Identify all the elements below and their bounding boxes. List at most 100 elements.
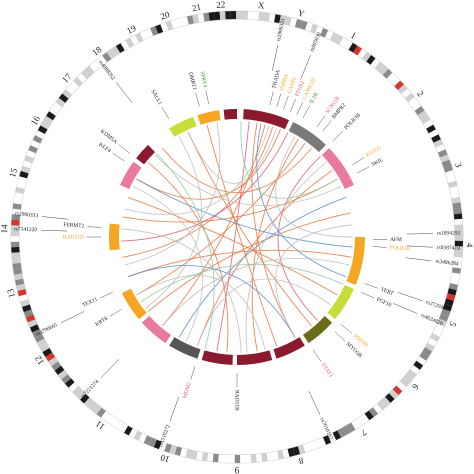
- ideogram-band: [61, 374, 71, 384]
- ideogram-band: [197, 13, 205, 23]
- ideogram-band: [155, 24, 164, 34]
- ideogram-band: [420, 115, 431, 125]
- link-chord: [154, 154, 342, 207]
- ideogram-band: [93, 58, 103, 69]
- ideogram-band: [386, 72, 397, 83]
- link-chord: [136, 178, 353, 248]
- gene-leader-line: [99, 292, 113, 299]
- gene-leader-line: [312, 349, 322, 362]
- chromosome-label: 10: [159, 452, 171, 464]
- ideogram-band: [266, 452, 274, 461]
- segment-arc: [136, 144, 156, 165]
- ideogram-band: [437, 318, 447, 327]
- ideogram-band: [52, 102, 62, 112]
- ideogram-band: [344, 40, 353, 50]
- link-chord: [240, 121, 338, 199]
- ideogram-band: [425, 342, 435, 352]
- ideogram-band: [289, 17, 298, 27]
- ideogram-band: [454, 235, 464, 241]
- ideogram-band: [252, 11, 260, 21]
- segment-arc: [109, 223, 120, 251]
- ideogram-band: [430, 333, 440, 342]
- gene-label: PTGS2: [294, 80, 306, 97]
- ideogram-band: [370, 58, 380, 69]
- ideogram-band: [130, 35, 139, 45]
- ideogram-band: [446, 293, 456, 301]
- ideogram-band: [435, 144, 446, 153]
- ideogram-band: [51, 361, 62, 371]
- ideogram-band: [81, 69, 91, 80]
- ideogram-band: [20, 299, 30, 307]
- gene-leader-line: [296, 102, 303, 115]
- gene-label: DMRT1: [187, 72, 198, 91]
- ideogram-band: [258, 12, 265, 21]
- ideogram-band: [201, 452, 209, 462]
- ideogram-band: [14, 273, 24, 281]
- ideogram-band: [46, 111, 56, 121]
- chromosome-label: 16: [29, 114, 42, 127]
- ideogram-band: [451, 272, 460, 280]
- ideogram-band: [32, 135, 43, 144]
- snp-leader-line: [405, 257, 432, 262]
- gene-label: SALL1: [149, 89, 163, 107]
- ideogram-band: [35, 130, 45, 139]
- gene-label: KLF4: [97, 142, 111, 154]
- ideogram-band: [454, 251, 463, 258]
- ideogram-band: [305, 22, 313, 32]
- ideogram-band: [388, 389, 399, 400]
- ideogram-band: [208, 12, 215, 21]
- ideogram-band: [332, 430, 342, 441]
- ideogram-band: [245, 454, 252, 463]
- ideogram-band: [77, 73, 87, 83]
- ideogram-band: [160, 22, 169, 32]
- link-chord: [136, 142, 306, 296]
- link-chord: [124, 122, 221, 266]
- ideogram-band: [355, 416, 365, 427]
- ideogram-band: [225, 11, 231, 20]
- ideogram-band: [411, 101, 422, 111]
- link-chord: [156, 153, 215, 349]
- link-chord: [206, 124, 278, 347]
- chromosome-label: 1: [349, 30, 358, 41]
- link-chord: [136, 274, 266, 350]
- link-chord: [121, 132, 289, 242]
- gene-label: KITLG: [365, 145, 382, 159]
- chromosome-label: 19: [125, 23, 138, 36]
- gene-label: TEX11: [81, 297, 98, 309]
- segment-arc: [109, 252, 130, 290]
- ideogram-band: [65, 85, 76, 95]
- ideogram-band: [196, 451, 203, 461]
- segment-arc: [243, 109, 290, 130]
- ideogram-band: [317, 437, 327, 447]
- ideogram-band: [169, 445, 177, 455]
- ideogram-band: [263, 12, 271, 22]
- ideogram-band: [212, 453, 219, 463]
- ideogram-band: [27, 319, 38, 328]
- ideogram-band: [13, 197, 23, 205]
- chromosome-label: 14: [0, 224, 9, 234]
- ideogram-band: [300, 20, 308, 30]
- link-chord: [275, 224, 353, 338]
- ideogram-band: [223, 454, 230, 463]
- chromosome-label: 15: [7, 167, 19, 179]
- ideogram-band: [423, 119, 434, 129]
- ideogram-band: [11, 241, 20, 248]
- chromosome-label: X: [258, 0, 266, 11]
- ideogram-band: [454, 218, 463, 225]
- ideogram-band: [374, 61, 385, 72]
- snp-leader-line: [60, 311, 85, 324]
- ideogram-band: [150, 26, 159, 36]
- ideogram-band: [145, 28, 154, 38]
- gene-label: RAD51D: [63, 234, 84, 240]
- link-chord: [145, 136, 202, 309]
- ideogram-band: [271, 451, 279, 461]
- segment-arc: [346, 237, 365, 285]
- ideogram-band: [133, 430, 143, 441]
- ideogram-band: [102, 52, 112, 62]
- ideogram-band: [12, 262, 22, 270]
- snp-leader-line: [100, 359, 120, 379]
- gene-leader-line: [352, 157, 365, 166]
- ideogram-band: [408, 97, 418, 107]
- ideogram-band: [373, 403, 383, 414]
- ideogram-band: [442, 303, 453, 312]
